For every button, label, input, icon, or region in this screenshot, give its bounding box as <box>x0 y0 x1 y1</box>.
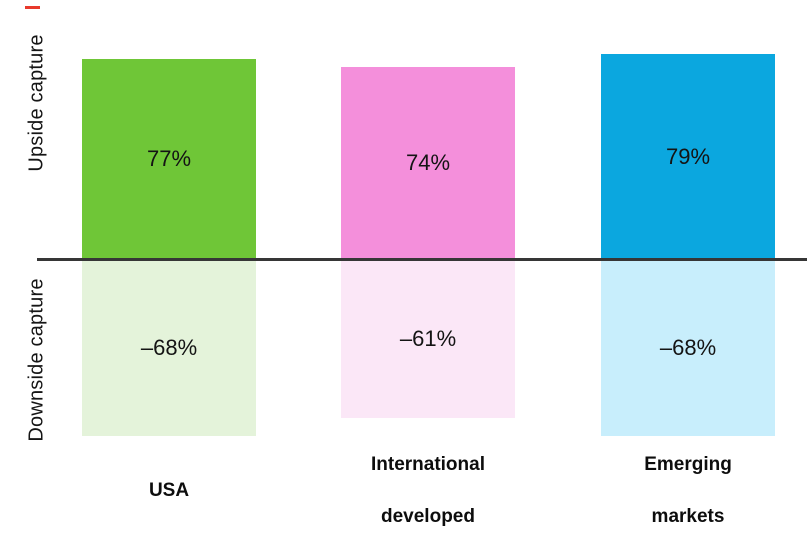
y-axis-upper-label: Upside capture <box>25 34 48 172</box>
category-label: International developed <box>370 454 485 527</box>
upside-value-label: 79% <box>665 143 711 169</box>
downside-value-label: –68% <box>140 334 198 360</box>
downside-bar <box>601 259 775 437</box>
downside-bar <box>341 259 515 419</box>
upside-bar <box>341 67 515 260</box>
category-label: USA <box>148 480 190 501</box>
category-label: Emerging markets <box>644 454 732 527</box>
downside-value-label: –68% <box>659 334 717 360</box>
upside-bar <box>601 54 775 260</box>
upside-bar <box>82 59 256 260</box>
upside-value-label: 74% <box>405 150 451 176</box>
upside-value-label: 77% <box>146 146 192 172</box>
downside-value-label: –61% <box>399 325 457 351</box>
downside-bar <box>82 259 256 437</box>
zero-baseline <box>37 258 807 261</box>
y-axis-lower-label: Downside capture <box>25 278 48 442</box>
brand-dash-mark <box>25 6 40 9</box>
